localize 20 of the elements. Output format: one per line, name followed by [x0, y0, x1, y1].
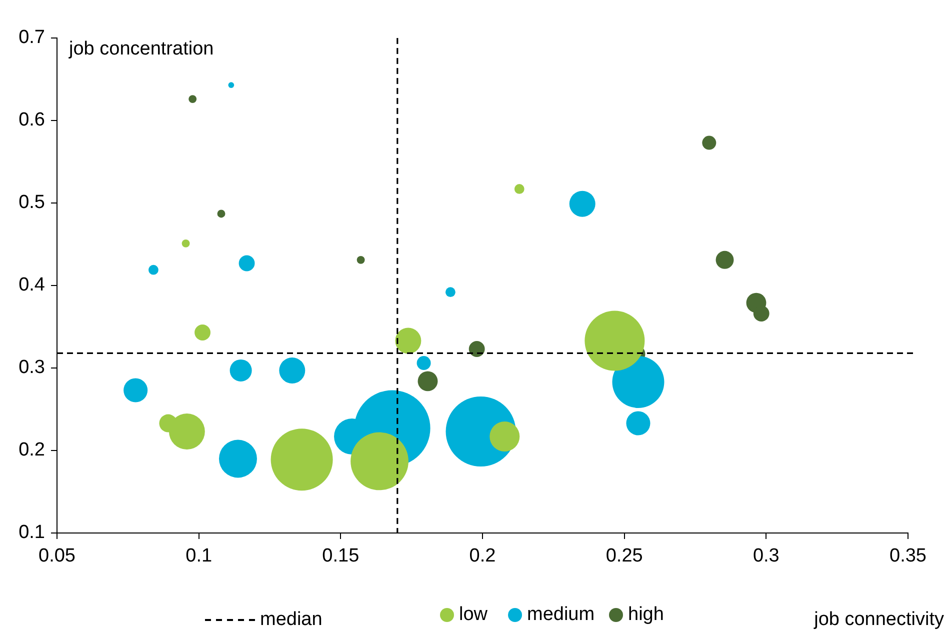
- x-tick-label: 0.15: [322, 546, 360, 567]
- y-tick-label: 0.2: [18, 440, 45, 461]
- legend-label: high: [628, 604, 664, 626]
- y-tick-label: 0.7: [18, 27, 45, 48]
- y-tick-label: 0.6: [18, 110, 45, 131]
- x-axis-title: job connectivity: [813, 609, 944, 630]
- x-tick-label: 0.35: [890, 546, 926, 567]
- x-tick-label: 0.1: [186, 546, 212, 567]
- x-tick-label: 0.05: [38, 546, 76, 567]
- legend-label: medium: [527, 604, 595, 626]
- y-axis-title: job concentration: [68, 38, 214, 60]
- y-tick-label: 0.1: [18, 522, 45, 544]
- y-tick-label: 0.4: [18, 274, 46, 296]
- legend-label: low: [459, 604, 488, 626]
- x-tick-label: 0.3: [752, 546, 780, 567]
- legend-label: median: [260, 609, 322, 631]
- y-tick-label: 0.5: [18, 192, 45, 214]
- y-tick-label: 0.3: [18, 357, 45, 378]
- x-tick-label: 0.2: [469, 546, 496, 567]
- x-tick-label: 0.25: [606, 546, 643, 567]
